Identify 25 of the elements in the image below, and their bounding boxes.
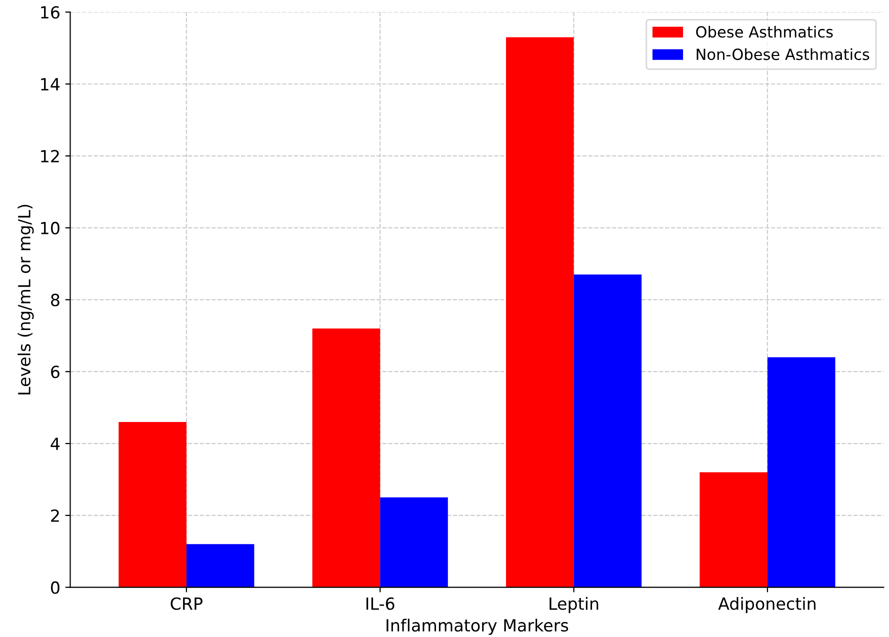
y-tick-label: 14 <box>41 78 60 90</box>
bar <box>186 544 254 588</box>
y-tick-label: 2 <box>51 509 59 522</box>
y-tick-label: 10 <box>41 222 60 234</box>
bar <box>312 328 380 588</box>
bar <box>506 37 574 588</box>
y-axis-title: Levels (ng/mL or mg/L) <box>18 204 34 394</box>
x-tick-label: Adiponectin <box>718 597 816 614</box>
legend-label: Non-Obese Asthmatics <box>696 48 870 60</box>
bar <box>118 422 186 588</box>
x-tick-label: IL-6 <box>366 597 394 610</box>
legend-label: Obese Asthmatics <box>696 26 833 38</box>
bar <box>767 357 836 588</box>
y-tick-label: 4 <box>50 438 60 450</box>
bar <box>380 497 448 588</box>
y-tick-label: 12 <box>41 150 59 162</box>
x-tick-label: CRP <box>170 597 202 610</box>
x-tick-label: Leptin <box>550 597 598 614</box>
y-tick-label: 0 <box>51 581 60 594</box>
y-tick-label: 6 <box>51 366 60 378</box>
bar <box>700 472 768 588</box>
y-tick-label: 16 <box>41 6 60 19</box>
x-axis-title: Inflammatory Markers <box>386 618 568 635</box>
bar <box>574 274 642 588</box>
y-tick-label: 8 <box>51 294 60 306</box>
